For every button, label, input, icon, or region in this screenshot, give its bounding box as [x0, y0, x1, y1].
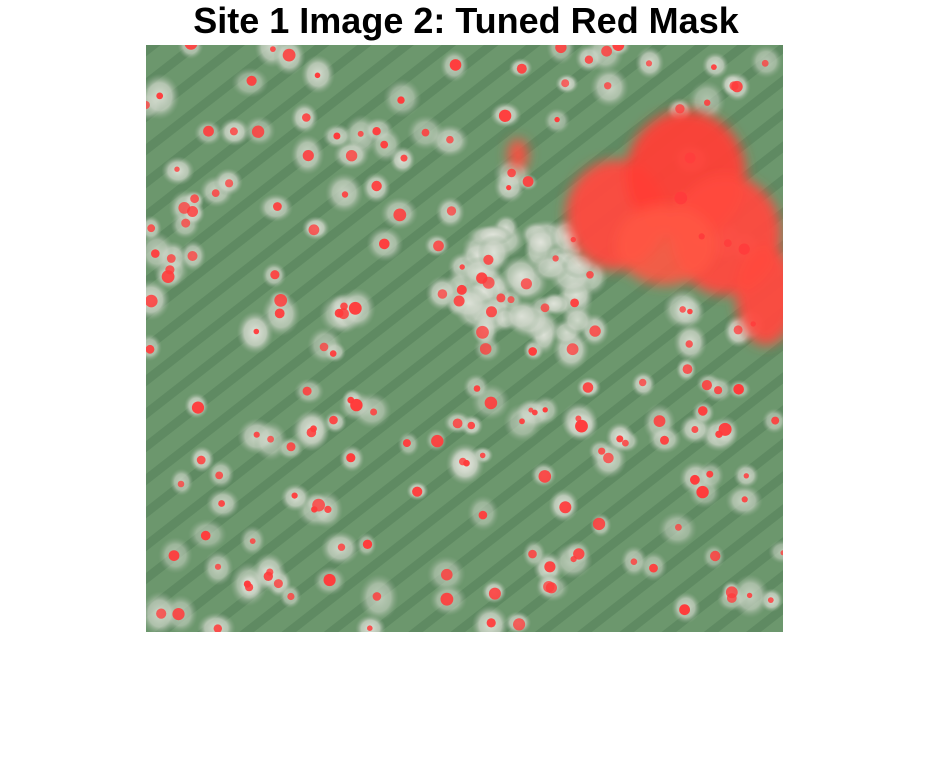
figure-title: Site 1 Image 2: Tuned Red Mask: [193, 0, 739, 41]
aerial-image: [146, 45, 783, 632]
red-mask-large-region: [508, 110, 783, 345]
red-mask-spots: [146, 45, 783, 632]
aerial-field-image: [146, 45, 783, 632]
